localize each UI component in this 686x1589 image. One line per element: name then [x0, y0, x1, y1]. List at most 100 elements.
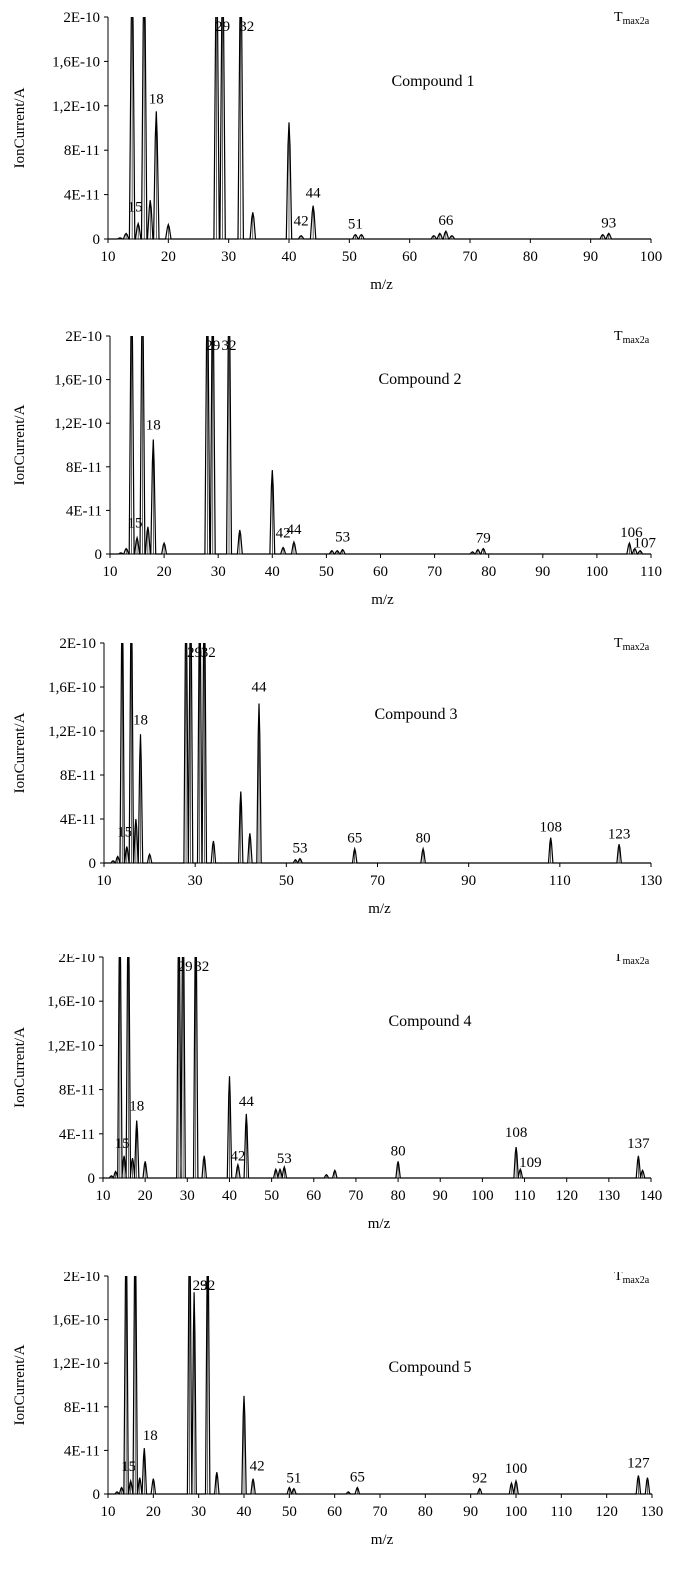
peak-label: 42: [250, 1459, 265, 1475]
x-tick-label: 20: [146, 1504, 161, 1520]
x-tick-label: 100: [471, 1188, 494, 1204]
x-tick-label: 50: [282, 1504, 297, 1520]
peak-label: 123: [608, 826, 631, 842]
peak-label: 92: [472, 1471, 487, 1487]
x-tick-label: 130: [641, 1504, 664, 1520]
x-tick-label: 120: [595, 1504, 618, 1520]
spectrum-series: [104, 643, 651, 864]
y-tick-label: 0: [95, 547, 103, 563]
y-tick-label: 0: [89, 856, 97, 872]
spectrum-chart-3: 0 4E-11 8E-11 1,2E-10 1,6E-10 2E-10 10 30 50 70 90…: [12, 636, 663, 917]
y-tick-label: 1,6E-10: [47, 994, 95, 1010]
spectrum-line: [108, 1276, 652, 1495]
x-tick-label: 60: [402, 249, 417, 265]
y-tick-label: 1,2E-10: [54, 416, 102, 432]
y-axis-label: IonCurrent/A: [12, 1344, 28, 1425]
peak-label: 107: [634, 536, 657, 552]
x-tick-label: 100: [505, 1504, 528, 1520]
peak-label: 44: [306, 186, 322, 202]
peak-label: 51: [286, 1471, 301, 1487]
x-tick-label: 40: [265, 564, 280, 580]
chart-panel-2: 0 4E-11 8E-11 1,2E-10 1,6E-10 2E-10 10 20 30 40 50…: [0, 318, 686, 636]
chart-title: Compound 5: [388, 1359, 471, 1376]
x-tick-label: 110: [514, 1188, 536, 1204]
peak-label: 42: [230, 1149, 245, 1165]
x-tick-label: 110: [549, 873, 571, 889]
spectrum-line: [104, 643, 651, 864]
x-tick-label: 110: [640, 564, 662, 580]
peak-label: 42: [294, 214, 309, 230]
chart-title: Compound 4: [388, 1013, 471, 1030]
y-tick-label: 1,6E-10: [54, 373, 102, 389]
y-tick-label: 1,2E-10: [52, 99, 100, 115]
peak-label: 29: [215, 19, 230, 35]
peak-label: 18: [133, 712, 148, 728]
y-tick-label: 1,6E-10: [52, 1313, 100, 1329]
chart-title: Compound 1: [391, 73, 474, 90]
x-tick-label: 30: [180, 1188, 195, 1204]
peak-label: 15: [128, 199, 143, 215]
x-tick-label: 10: [101, 1504, 116, 1520]
peak-label: 65: [347, 831, 362, 847]
y-tick-label: 4E-11: [64, 188, 100, 204]
peak-label: 108: [505, 1125, 528, 1141]
peak-label: 29: [187, 645, 202, 661]
peak-label: 18: [149, 91, 164, 107]
x-axis-label: m/z: [368, 901, 391, 917]
peak-label: 18: [146, 418, 161, 434]
x-axis-label: m/z: [368, 1216, 391, 1232]
chart-panel-3: 0 4E-11 8E-11 1,2E-10 1,6E-10 2E-10 10 30 50 70 90…: [0, 636, 686, 954]
y-axis-label: IonCurrent/A: [12, 404, 28, 485]
spectrum-line: [110, 336, 651, 555]
peak-label: 53: [335, 530, 350, 546]
x-tick-label: 10: [96, 1188, 111, 1204]
x-tick-label: 70: [463, 249, 478, 265]
x-axis-label: m/z: [371, 1532, 394, 1548]
x-tick-label: 80: [523, 249, 538, 265]
y-tick-label: 0: [93, 232, 101, 248]
peak-label: 109: [519, 1155, 542, 1171]
y-tick-label: 2E-10: [63, 1272, 100, 1285]
x-tick-label: 40: [237, 1504, 252, 1520]
x-tick-label: 90: [463, 1504, 478, 1520]
spectrum-series: [108, 1276, 652, 1495]
corner-label: Tmax2a: [614, 1272, 650, 1286]
peak-label: 44: [239, 1094, 255, 1110]
peak-label: 44: [286, 522, 302, 538]
x-tick-label: 100: [586, 564, 609, 580]
x-tick-label: 50: [342, 249, 357, 265]
x-tick-label: 90: [433, 1188, 448, 1204]
x-tick-label: 90: [461, 873, 476, 889]
peak-label: 18: [129, 1099, 144, 1115]
peak-label: 29: [193, 1278, 208, 1294]
x-tick-label: 20: [157, 564, 172, 580]
x-tick-label: 130: [640, 873, 663, 889]
peak-label: 42: [276, 525, 291, 541]
y-tick-label: 1,6E-10: [52, 54, 100, 70]
x-tick-label: 50: [279, 873, 294, 889]
peak-label: 15: [117, 825, 132, 841]
x-tick-label: 40: [282, 249, 297, 265]
y-tick-label: 1,2E-10: [52, 1356, 100, 1372]
y-axis-label: IonCurrent/A: [12, 1027, 28, 1108]
y-axis-label: IonCurrent/A: [12, 87, 28, 168]
y-tick-label: 1,2E-10: [48, 724, 96, 740]
y-axis-label: IonCurrent/A: [12, 712, 28, 793]
peak-label: 127: [627, 1455, 650, 1471]
peak-label: 93: [601, 215, 616, 231]
y-tick-label: 8E-11: [60, 768, 96, 784]
y-tick-label: 8E-11: [64, 143, 100, 159]
y-tick-label: 4E-11: [64, 1443, 100, 1459]
corner-label: Tmax2a: [614, 10, 650, 27]
x-tick-label: 70: [427, 564, 442, 580]
spectrum-line: [108, 17, 651, 240]
corner-label: Tmax2a: [614, 954, 650, 967]
spectrum-chart-1: 0 4E-11 8E-11 1,2E-10 1,6E-10 2E-10 10 20 30 40 50…: [12, 10, 662, 293]
peak-label: 32: [239, 19, 254, 35]
x-axis-label: m/z: [371, 592, 394, 608]
corner-label: Tmax2a: [614, 329, 650, 346]
peak-label: 44: [251, 680, 267, 696]
chart-title: Compound 2: [378, 371, 461, 388]
x-tick-label: 110: [550, 1504, 572, 1520]
peak-label: 79: [476, 531, 491, 547]
